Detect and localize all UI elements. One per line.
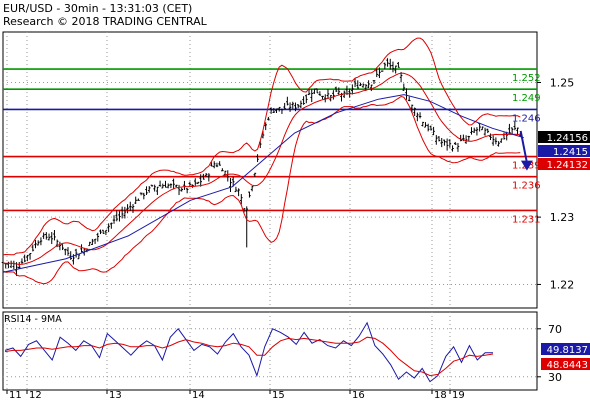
price-tag-bid: 1.2415 [553,147,588,158]
x-tick-label: 15 [272,390,285,400]
level-label: 1.236 [512,181,541,192]
chart-title: EUR/USD - 30min - 13:31:03 (CET) [3,2,193,15]
price-tag-ask: 1.24132 [547,160,588,171]
rsi-value-tag: 49.8137 [547,345,588,356]
rsi-title: RSI14 - 9MA [4,314,62,325]
rsi-ma-value-tag: 48.8443 [547,360,588,371]
price-tag-bg [538,158,590,170]
price-grid [2,31,538,309]
y-tick-label: 1.23 [550,211,575,224]
level-label: 1.252 [512,73,541,84]
rsi-tick-label: 70 [548,323,562,336]
rsi-frame [2,311,538,391]
y-tick-label: 1.25 [550,76,575,89]
x-tick-label: 13 [109,390,122,400]
x-tick-label: 11 [9,390,22,400]
level-label: 1.246 [512,113,541,124]
x-tick-label: 18 [434,390,447,400]
x-axis: 11 12 13 14 15 16 18 19 [6,390,465,400]
y-tick-label: 1.22 [550,278,575,291]
bollinger-upper [2,37,521,256]
price-axis: 1.22 1.23 1.25 1.24156 1.2415 1.24132 [537,76,590,291]
price-overlays [2,37,533,285]
x-tick-label: 19 [452,390,465,400]
level-label: 1.249 [512,93,541,104]
moving-average [2,94,524,273]
x-tick-label: 14 [192,390,205,400]
price-tag-last: 1.24156 [547,133,588,144]
rsi-tag-bg [541,343,590,355]
level-label: 1.231 [512,214,541,225]
rsi-tag-bg [541,358,590,370]
forecast-arrow-shaft [519,130,528,163]
copyright: Research © 2018 TRADING CENTRAL [3,15,207,28]
price-bars [1,58,522,277]
bollinger-middle [2,72,521,266]
x-tick-label: 16 [352,390,365,400]
rsi-panel: RSI14 - 9MA 30 70 49.8137 48.8443 [2,311,590,391]
bollinger-lower [2,95,521,285]
x-tick-label: 12 [29,390,42,400]
price-tag-bg [538,145,590,157]
rsi-tick-label: 30 [548,371,562,384]
rsi-line [4,321,493,383]
forecast-arrow-head [520,160,533,171]
price-tag-bg [538,131,590,143]
rsi-ma-line [4,336,494,377]
